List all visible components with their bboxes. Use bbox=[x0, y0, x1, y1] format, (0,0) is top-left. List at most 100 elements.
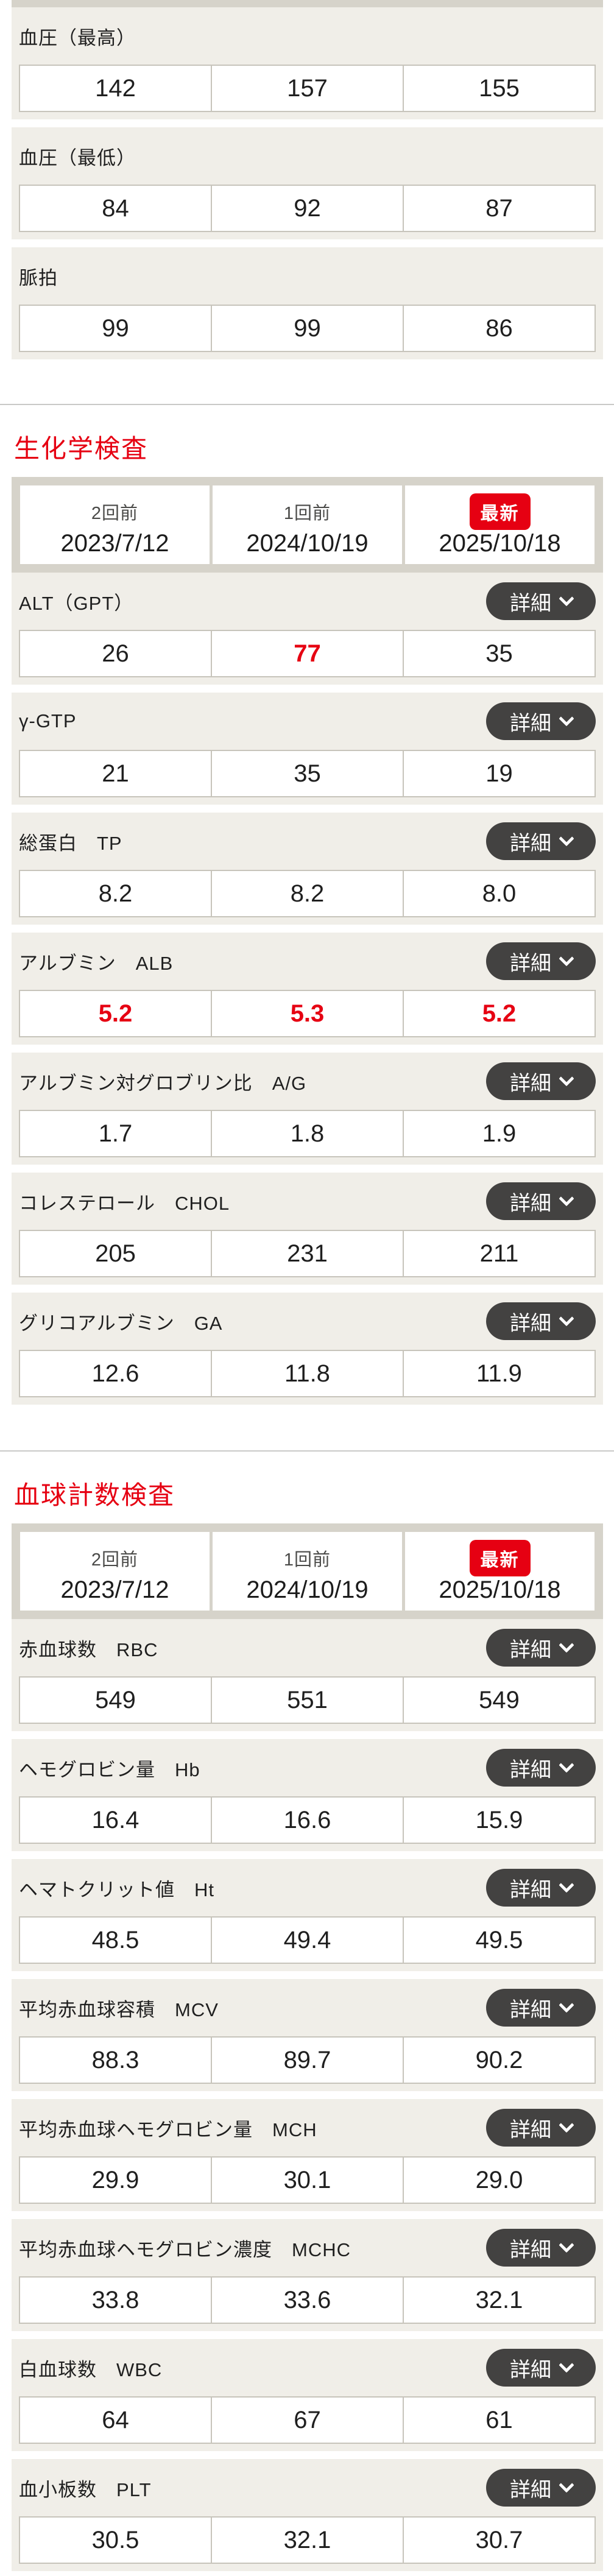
section-divider bbox=[0, 404, 614, 405]
value-cell: 33.8 bbox=[91, 2286, 139, 2313]
detail-button-label: 詳細 bbox=[510, 2358, 551, 2382]
value-row: 5.2 5.3 5.2 bbox=[19, 990, 596, 1037]
value-cell: 99 bbox=[102, 314, 129, 342]
chevron-down-icon bbox=[559, 2117, 574, 2133]
detail-button-label: 詳細 bbox=[510, 2238, 551, 2262]
value-cell: 26 bbox=[102, 640, 129, 667]
detail-button-label: 詳細 bbox=[510, 1758, 551, 1782]
test-item-mchc: 平均赤血球ヘモグロビン濃度 MCHC 詳細 33.8 33.6 32.1 bbox=[12, 2219, 603, 2331]
detail-button[interactable]: 詳細 bbox=[486, 1062, 596, 1100]
value-cell: 5.2 bbox=[403, 991, 595, 1036]
detail-button-label: 詳細 bbox=[510, 1638, 551, 1662]
test-item-gamma-gtp: γ-GTP 詳細 21 35 19 bbox=[12, 693, 603, 805]
item-label: アルブミン ALB bbox=[19, 952, 174, 974]
value-cell: 35 bbox=[211, 751, 403, 796]
vital-item-pulse: 脈拍 99 99 86 bbox=[12, 247, 603, 359]
value-cell: 29.9 bbox=[91, 2166, 139, 2193]
detail-button-label: 詳細 bbox=[510, 1191, 551, 1215]
biochemistry-section: 生化学検査 2回前 2023/7/12 1回前 2024/10/19 最新 20… bbox=[0, 435, 614, 1405]
value-cell: 12.6 bbox=[91, 1360, 139, 1387]
item-label: 平均赤血球ヘモグロビン濃度 MCHC bbox=[19, 2239, 351, 2260]
date-header: 2回前 2023/7/12 1回前 2024/10/19 最新 2025/10/… bbox=[12, 1523, 603, 1619]
value-cell: 5.2 bbox=[98, 1000, 133, 1027]
detail-button[interactable]: 詳細 bbox=[486, 1989, 596, 2027]
value-cell: 86 bbox=[403, 306, 595, 351]
value-cell: 84 bbox=[102, 194, 129, 222]
value-cell: 32.1 bbox=[403, 2278, 595, 2323]
previous-table-frame-edge bbox=[12, 0, 603, 7]
item-label: 脈拍 bbox=[19, 267, 58, 289]
test-item-chol: コレステロール CHOL 詳細 205 231 211 bbox=[12, 1173, 603, 1285]
date-value: 2025/10/18 bbox=[439, 530, 561, 557]
item-label: 赤血球数 RBC bbox=[19, 1639, 158, 1660]
value-cell: 87 bbox=[403, 186, 595, 231]
item-label: コレステロール CHOL bbox=[19, 1192, 230, 1214]
value-cell: 33.6 bbox=[211, 2278, 403, 2323]
chevron-down-icon bbox=[559, 1191, 574, 1207]
value-cell: 61 bbox=[403, 2398, 595, 2443]
test-item-plt: 血小板数 PLT 詳細 30.5 32.1 30.7 bbox=[12, 2459, 603, 2571]
value-cell: 15.9 bbox=[403, 1798, 595, 1843]
test-item-ht: ヘマトクリット値 Ht 詳細 48.5 49.4 49.5 bbox=[12, 1859, 603, 1971]
detail-button[interactable]: 詳細 bbox=[486, 702, 596, 740]
date-col-2-ago: 2回前 2023/7/12 bbox=[20, 485, 210, 564]
value-cell: 49.5 bbox=[403, 1918, 595, 1963]
detail-button-label: 詳細 bbox=[510, 951, 551, 975]
section-title-blood-count: 血球計数検査 bbox=[14, 1481, 175, 1509]
item-label: ALT（GPT） bbox=[19, 592, 134, 614]
detail-button[interactable]: 詳細 bbox=[486, 1182, 596, 1220]
value-row: 48.5 49.4 49.5 bbox=[19, 1916, 596, 1964]
chevron-down-icon bbox=[559, 1637, 574, 1653]
item-label: ヘモグロビン量 Hb bbox=[19, 1759, 200, 1780]
detail-button[interactable]: 詳細 bbox=[486, 2469, 596, 2507]
value-cell: 30.5 bbox=[91, 2526, 139, 2553]
value-row: 64 67 61 bbox=[19, 2396, 596, 2444]
detail-button-label: 詳細 bbox=[510, 1998, 551, 2022]
value-row: 29.9 30.1 29.0 bbox=[19, 2156, 596, 2204]
date-value: 2025/10/18 bbox=[439, 1576, 561, 1603]
value-row: 26 77 35 bbox=[19, 630, 596, 677]
value-cell: 92 bbox=[211, 186, 403, 231]
chevron-down-icon bbox=[559, 951, 574, 967]
detail-button[interactable]: 詳細 bbox=[486, 2109, 596, 2147]
value-row: 33.8 33.6 32.1 bbox=[19, 2276, 596, 2324]
detail-button-label: 詳細 bbox=[510, 1878, 551, 1902]
test-item-ga: グリコアルブミン GA 詳細 12.6 11.8 11.9 bbox=[12, 1293, 603, 1405]
value-cell: 11.9 bbox=[403, 1351, 595, 1396]
detail-button[interactable]: 詳細 bbox=[486, 1302, 596, 1340]
detail-button[interactable]: 詳細 bbox=[486, 942, 596, 980]
value-cell: 49.4 bbox=[211, 1918, 403, 1963]
detail-button[interactable]: 詳細 bbox=[486, 2229, 596, 2267]
value-row: 21 35 19 bbox=[19, 750, 596, 797]
test-item-rbc: 赤血球数 RBC 詳細 549 551 549 bbox=[12, 1619, 603, 1731]
test-item-alb: アルブミン ALB 詳細 5.2 5.3 5.2 bbox=[12, 933, 603, 1045]
value-cell: 551 bbox=[211, 1678, 403, 1723]
value-cell: 231 bbox=[211, 1231, 403, 1276]
value-cell: 8.2 bbox=[98, 880, 133, 907]
value-row: 84 92 87 bbox=[19, 185, 596, 232]
chevron-down-icon bbox=[559, 2357, 574, 2373]
detail-button-label: 詳細 bbox=[510, 831, 551, 855]
date-col-latest: 最新 2025/10/18 bbox=[405, 1532, 595, 1611]
detail-button[interactable]: 詳細 bbox=[486, 1869, 596, 1907]
chevron-down-icon bbox=[559, 1877, 574, 1893]
value-cell: 549 bbox=[95, 1686, 136, 1713]
value-cell: 30.7 bbox=[403, 2518, 595, 2563]
detail-button[interactable]: 詳細 bbox=[486, 1629, 596, 1667]
date-col-1-ago: 1回前 2024/10/19 bbox=[213, 1532, 402, 1611]
detail-button[interactable]: 詳細 bbox=[486, 582, 596, 620]
date-col-2-ago: 2回前 2023/7/12 bbox=[20, 1532, 210, 1611]
detail-button[interactable]: 詳細 bbox=[486, 1749, 596, 1787]
detail-button-label: 詳細 bbox=[510, 1071, 551, 1095]
blood-count-section: 血球計数検査 2回前 2023/7/12 1回前 2024/10/19 最新 2… bbox=[0, 1481, 614, 2571]
value-cell: 35 bbox=[403, 631, 595, 676]
section-divider bbox=[0, 1450, 614, 1452]
test-item-alt: ALT（GPT） 詳細 26 77 35 bbox=[12, 573, 603, 685]
item-label: ヘマトクリット値 Ht bbox=[19, 1879, 214, 1900]
vital-item-bp-diastolic: 血圧（最低） 84 92 87 bbox=[12, 127, 603, 239]
detail-button[interactable]: 詳細 bbox=[486, 822, 596, 860]
item-label: γ-GTP bbox=[19, 710, 77, 732]
value-cell: 8.0 bbox=[403, 871, 595, 916]
detail-button[interactable]: 詳細 bbox=[486, 2349, 596, 2387]
value-cell: 549 bbox=[403, 1678, 595, 1723]
